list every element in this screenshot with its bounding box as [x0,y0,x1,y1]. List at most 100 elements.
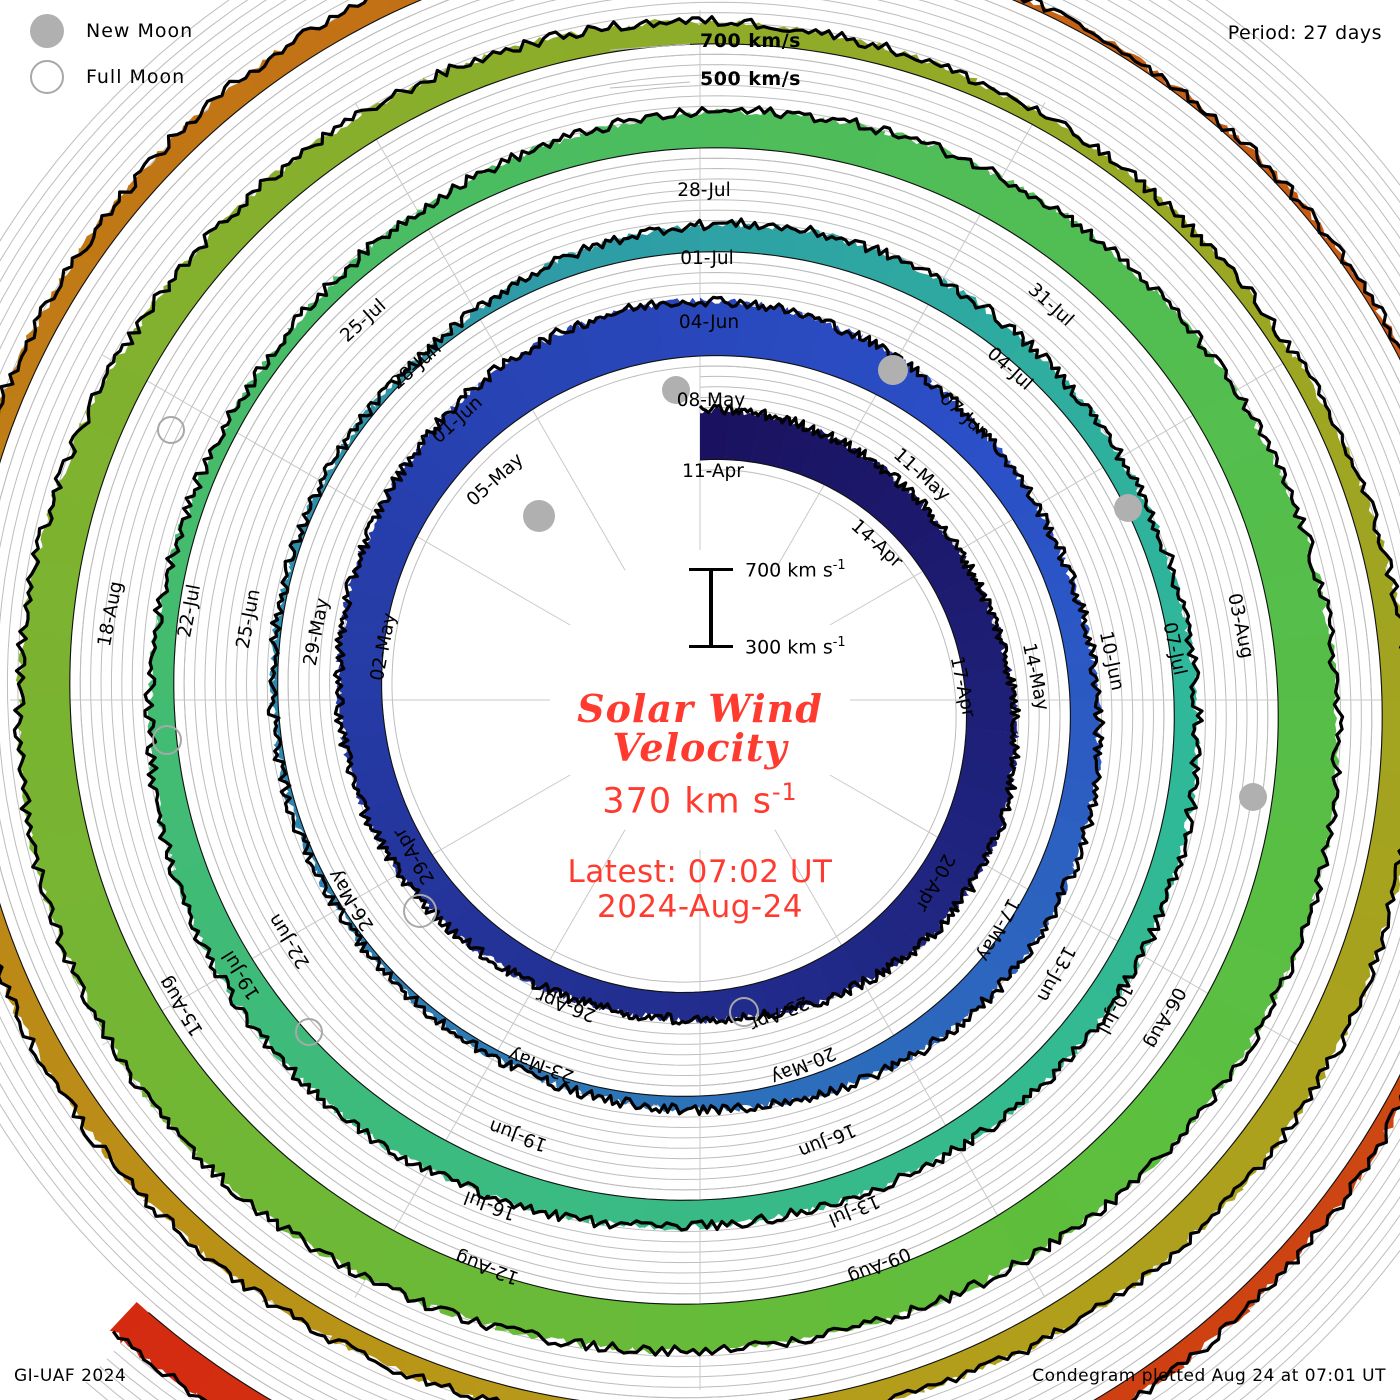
velocity-band-segment [353,765,403,809]
velocity-band-segment [154,248,224,324]
velocity-band-segment [533,1180,596,1224]
radial-label-leaders [609,43,691,89]
date-tick-label: 31-Jul [1024,279,1078,330]
velocity-band-segment [963,728,1020,768]
velocity-band-segment [658,297,701,360]
velocity-band-segment [747,223,800,259]
new-moon-marker [1239,783,1267,811]
velocity-band-segment [957,756,1017,801]
date-tick-label: 11-Apr [682,461,744,482]
velocity-band-segment [956,955,1008,1009]
velocity-band-segment [700,221,751,253]
velocity-band-segment [629,19,701,50]
velocity-band-segment [790,1389,849,1400]
full-moon-icon [30,60,64,94]
date-tick-label: 04-Jun [679,312,739,333]
velocity-band-segment [336,662,382,700]
velocity-band-segment [327,244,382,299]
velocity-band-segment [736,301,783,361]
velocity-band-segment [632,989,670,1022]
velocity-band-segment [857,1035,907,1079]
velocity-band-segment [51,892,131,979]
velocity-band-segment [885,255,943,305]
velocity-band-segment [937,811,999,865]
velocity-band-segment [966,700,1019,734]
velocity-band-segment [1234,880,1315,964]
velocity-band-segment [820,1055,869,1094]
velocity-band-segment [1030,211,1106,282]
velocity-band-segment [1049,1264,1128,1330]
legend-item-new-moon: New Moon [22,8,322,54]
velocity-band-segment [824,447,875,498]
velocity-band-segment [371,210,429,262]
velocity-band-segment [1373,310,1400,360]
velocity-band-segment [1215,1107,1288,1189]
velocity-band-segment [203,1234,278,1299]
velocity-band-segment [927,148,1003,215]
velocity-band-segment [443,386,505,454]
velocity-band-segment [845,1368,925,1400]
velocity-band-segment [122,1312,217,1395]
velocity-band-segment [114,300,183,381]
velocity-band-segment [183,76,260,145]
velocity-band-segment [523,136,587,180]
velocity-band-segment [1268,760,1337,835]
velocity-band-segment [948,606,1002,646]
legend-item-full-moon: Full Moon [22,54,322,100]
velocity-band-segment [177,476,214,536]
moon-marker-layer [152,355,1267,1046]
radial-spoke [102,774,571,1046]
velocity-band-segment [196,427,238,484]
date-tick-label: 29-May [300,596,334,667]
velocity-band-segment [589,1192,648,1228]
velocity-band-segment [847,461,898,513]
velocity-band-segment [802,1170,860,1214]
velocity-band-segment [494,1050,537,1074]
velocity-band-segment [21,765,88,843]
velocity-band-segment [987,1062,1046,1121]
velocity-band-segment [335,699,386,738]
velocity-band-segment [324,443,351,485]
velocity-band-segment [423,1003,462,1034]
velocity-band-segment [532,1068,576,1095]
velocity-band-segment [1175,993,1264,1084]
velocity-band-segment [306,1196,394,1281]
velocity-band-segment [1243,296,1293,364]
velocity-band-segment [983,923,1033,978]
velocity-band-segment [751,1185,809,1225]
date-tick-label: 08-May [677,390,746,411]
velocity-band-segment [300,114,377,178]
velocity-band-segment [1207,937,1291,1027]
velocity-band-segment [1007,340,1061,392]
velocity-band-segment [378,1112,446,1171]
velocity-band-segment [1387,1074,1400,1105]
velocity-band-segment [1254,820,1332,900]
velocity-band-segment [762,1287,835,1349]
velocity-band-segment [227,378,267,433]
radial-spoke [354,102,626,571]
velocity-band-segment [246,151,321,222]
date-tick-label: 25-Jul [336,295,390,346]
velocity-band-segment [1316,418,1361,492]
velocity-band-segment [1012,503,1059,553]
velocity-band-segment [984,1305,1065,1365]
velocity-band-segment [1152,70,1219,127]
velocity-band-segment [1061,984,1116,1046]
velocity-band-segment [269,699,282,745]
velocity-band-segment [300,828,321,872]
velocity-band-segment [1283,356,1333,426]
plotted-timestamp-label: Condegram plotted Aug 24 at 07:01 UT [1032,1366,1386,1386]
velocity-band-segment [427,1140,494,1193]
velocity-band-segment [164,531,195,590]
velocity-band-segment [380,826,433,876]
velocity-band-segment [423,54,500,107]
velocity-band-segment [887,886,945,946]
velocity-band-segment [550,1395,576,1400]
velocity-band-segment [250,1002,319,1069]
velocity-band-segment [347,550,404,601]
date-tick-label: 25-Jun [233,587,265,650]
